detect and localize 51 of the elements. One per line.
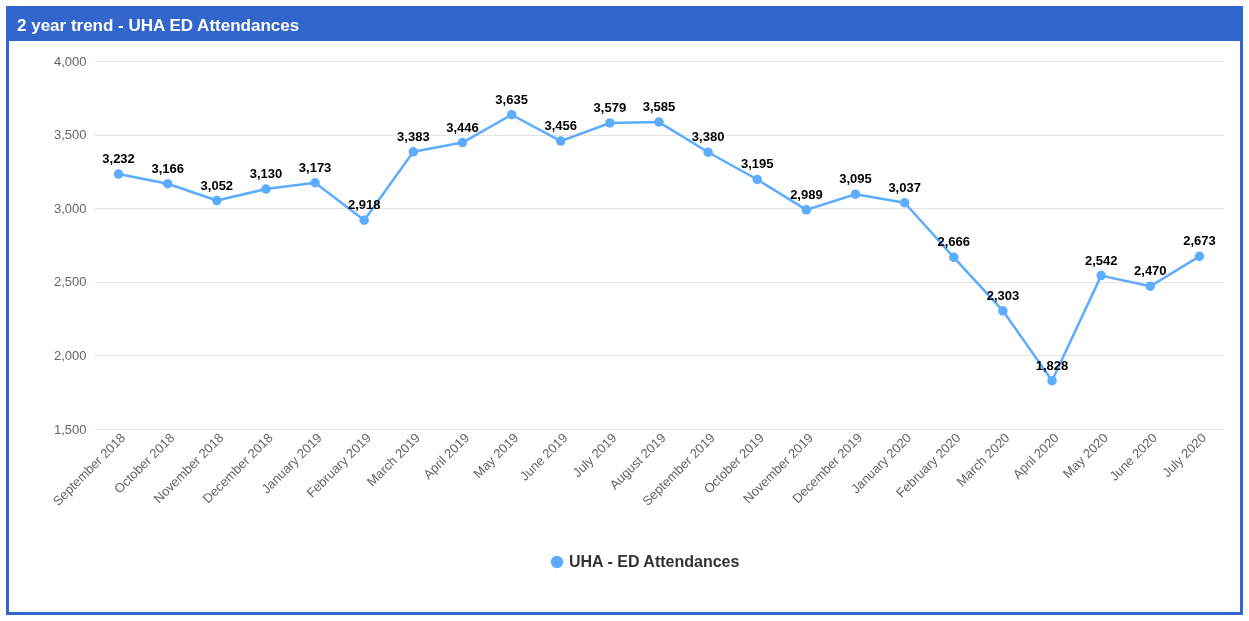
text: 3,052 (200, 177, 234, 193)
text: 3,635 (495, 91, 528, 107)
point (310, 178, 320, 188)
text: 3,456 (544, 118, 578, 134)
point (408, 147, 419, 157)
text: 3,232 (102, 151, 135, 167)
point (1096, 270, 1106, 281)
text: 3,446 (446, 119, 479, 135)
text: 3,037 (888, 179, 921, 195)
point (212, 195, 222, 206)
point (556, 136, 566, 146)
text: 3,585 (642, 99, 676, 115)
point (457, 137, 468, 148)
y-tick-label: 1,500 (53, 421, 87, 437)
point (113, 169, 124, 179)
text: 3,579 (593, 99, 627, 115)
text: 2,989 (790, 186, 823, 202)
chart-title: 2 year trend - UHA ED Attendances (9, 9, 1240, 41)
text: 2,542 (1084, 252, 1118, 268)
point (850, 189, 861, 199)
y-tick-label: 4,000 (53, 53, 87, 69)
point (1194, 251, 1205, 262)
point (899, 198, 910, 208)
point (261, 184, 271, 194)
point (703, 147, 713, 157)
point (506, 109, 517, 120)
text: 3,380 (691, 129, 725, 145)
y-tick-label: 2,000 (53, 347, 87, 363)
point (801, 205, 812, 215)
text: 3,130 (249, 166, 283, 182)
text: 3,173 (298, 159, 332, 175)
text: 2,673 (1183, 233, 1216, 249)
point (162, 179, 173, 189)
legend-label: UHA - ED Attendances (569, 553, 740, 570)
point (359, 215, 369, 225)
point (654, 117, 664, 127)
point (949, 252, 959, 263)
text: 2,303 (986, 287, 1020, 303)
point (1047, 375, 1057, 386)
text: 3,383 (397, 128, 430, 144)
text: 3,166 (151, 160, 184, 176)
text: 3,095 (839, 171, 872, 187)
text: 3,195 (740, 156, 774, 172)
point (998, 306, 1008, 316)
point (1145, 281, 1156, 291)
y-tick-label: 3,500 (53, 127, 87, 143)
text: 2,470 (1134, 263, 1167, 279)
point (752, 174, 762, 185)
y-tick-label: 3,000 (53, 200, 87, 216)
point (605, 118, 615, 128)
y-tick-label: 2,500 (53, 274, 87, 290)
